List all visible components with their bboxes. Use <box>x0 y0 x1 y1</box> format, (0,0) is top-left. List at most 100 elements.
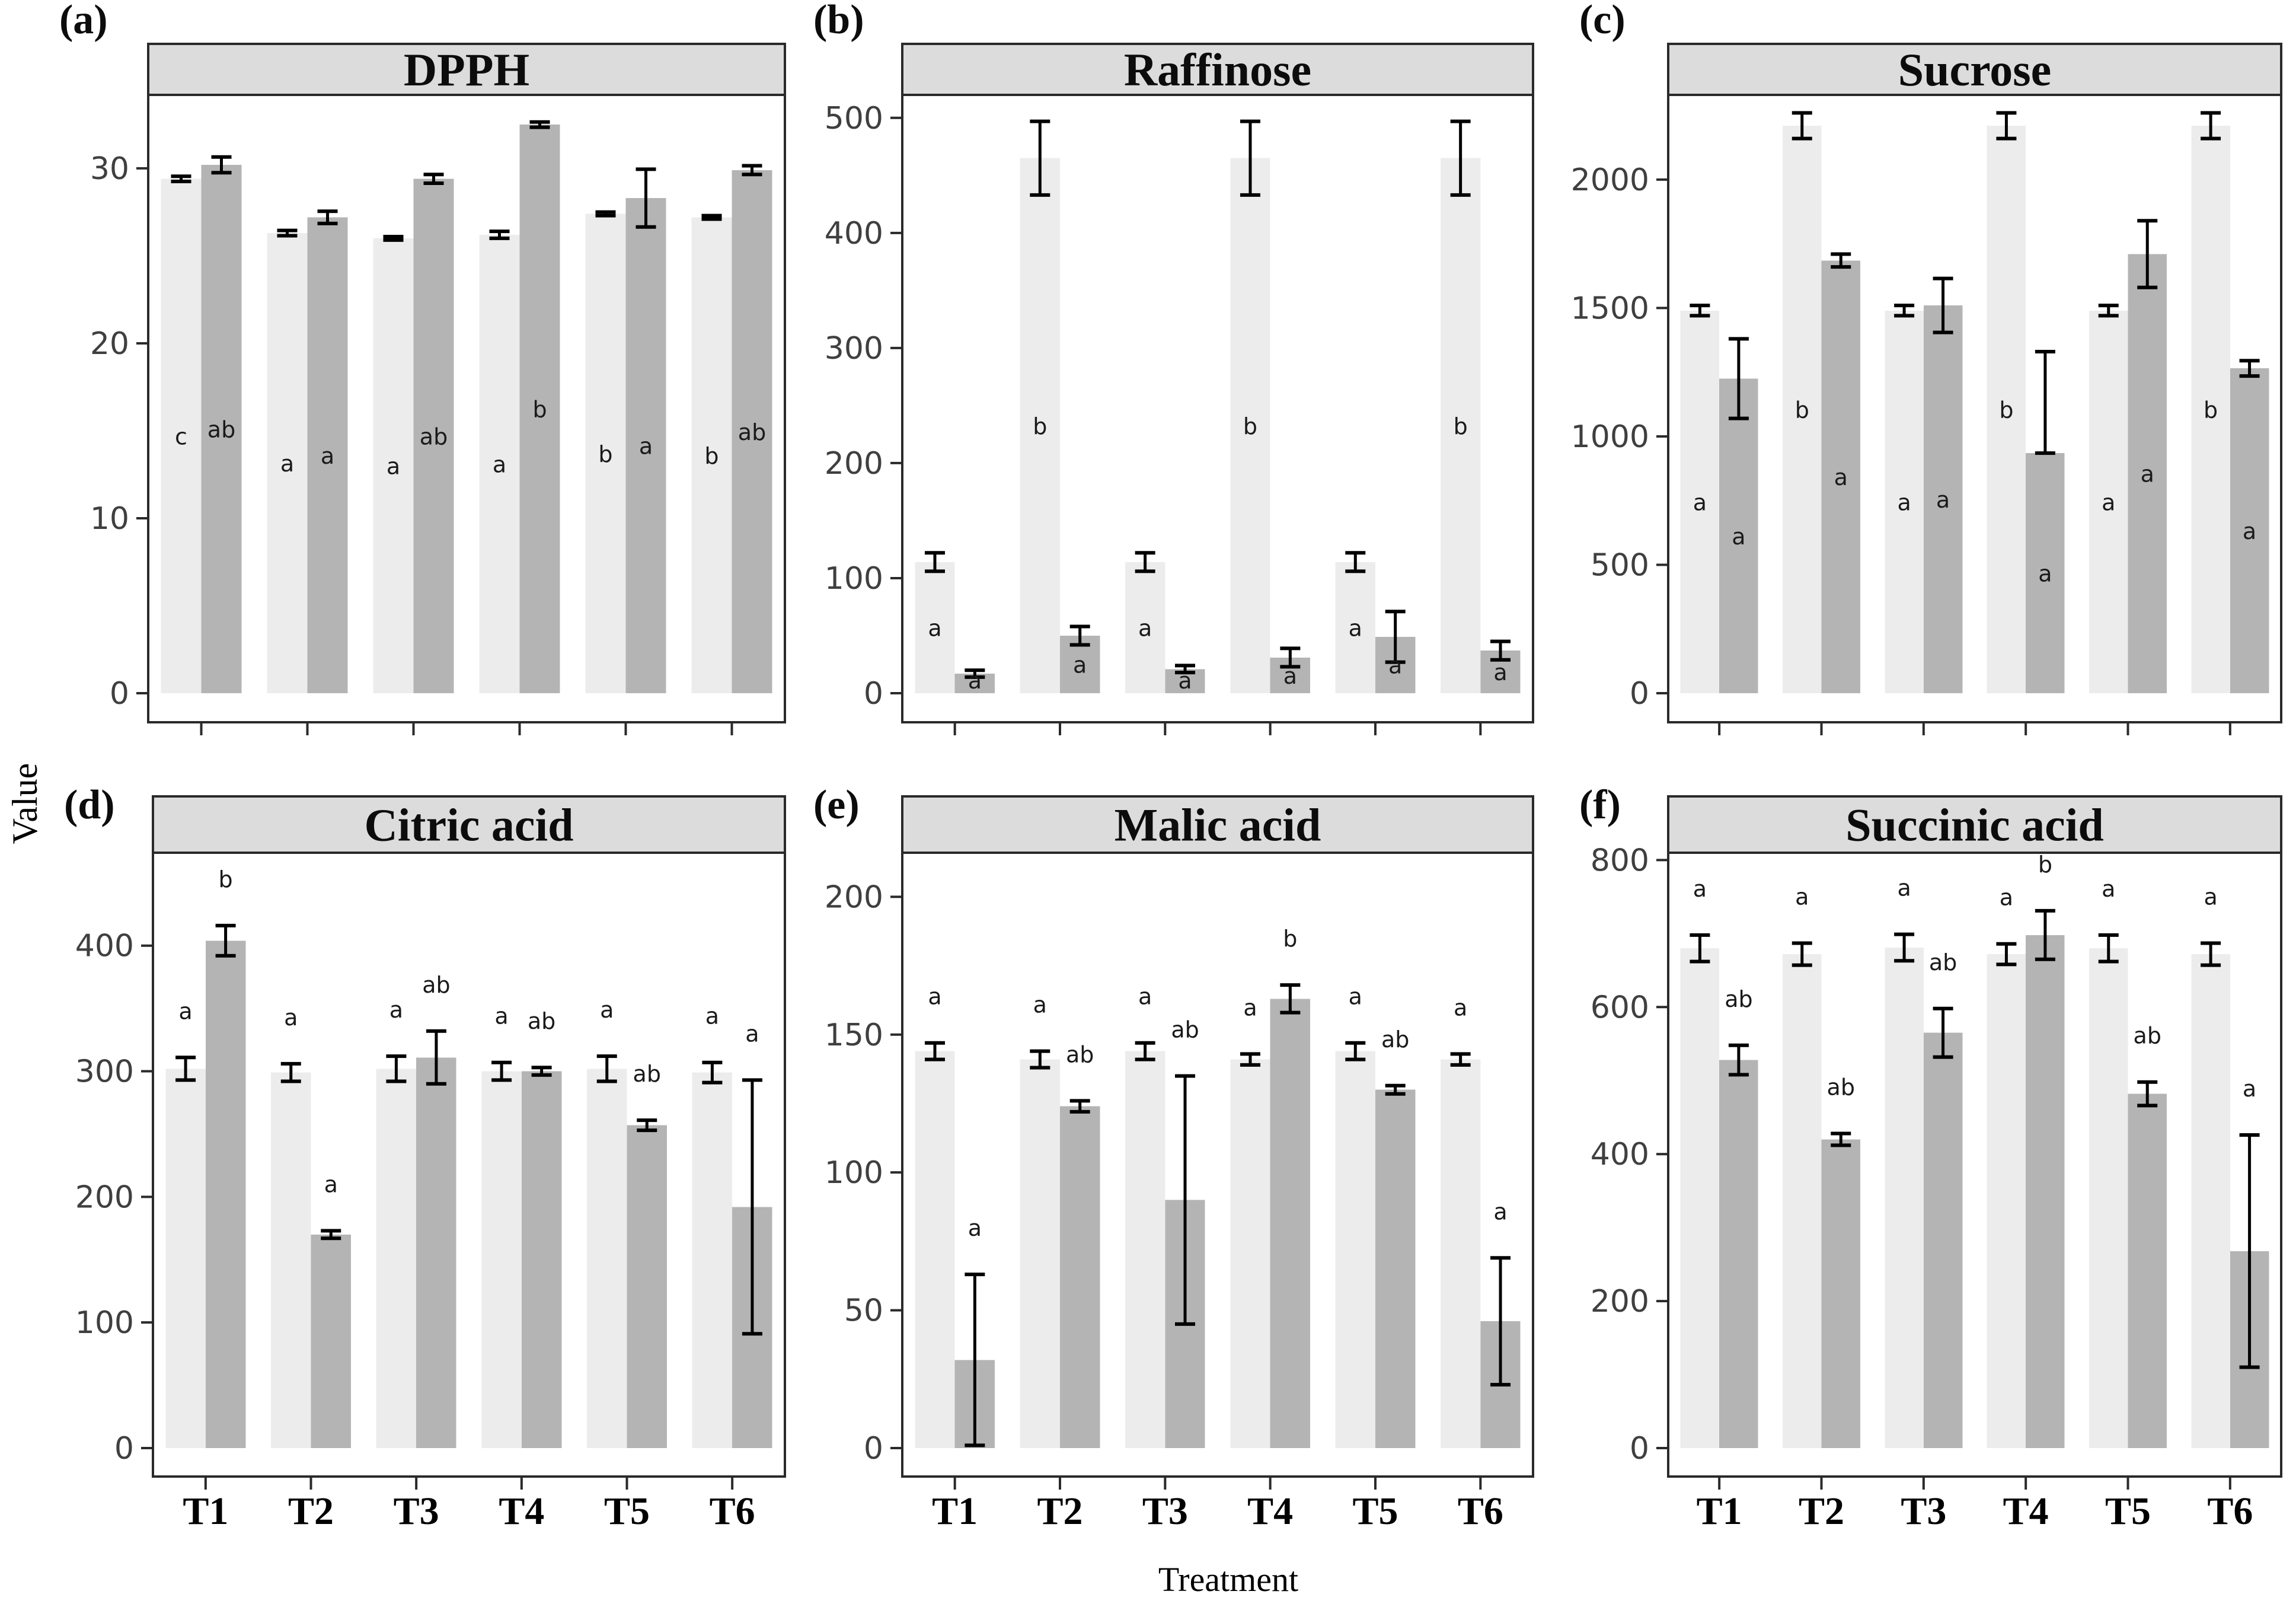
sig-letter: a <box>968 1215 982 1241</box>
sig-letter: b <box>1999 397 2013 423</box>
bar-dark-T3 <box>416 1057 456 1448</box>
sig-letter: ab <box>738 419 766 445</box>
sig-letter: a <box>600 997 614 1023</box>
sig-letter: a <box>2102 876 2115 902</box>
sig-letter: a <box>745 1021 759 1047</box>
sig-letter: b <box>2038 852 2052 878</box>
bar-dark-T4 <box>519 125 560 693</box>
bar-light-T3 <box>1885 947 1924 1448</box>
bar-light-T6 <box>1440 158 1481 693</box>
x-tick-label: T2 <box>1799 1490 1844 1533</box>
panel-tag: (b) <box>813 0 864 43</box>
bar-light-T2 <box>1020 1059 1060 1448</box>
sig-letter: a <box>928 615 941 641</box>
x-tick-label: T4 <box>2003 1490 2049 1533</box>
bar-light-T5 <box>2089 948 2128 1448</box>
sig-letter: a <box>1138 984 1152 1010</box>
sig-letter: a <box>2102 489 2115 515</box>
sig-letter: a <box>2000 885 2013 911</box>
bar-dark-T1 <box>201 165 242 693</box>
bar-dark-T5 <box>2128 1093 2167 1448</box>
plot-area <box>1668 853 2281 1477</box>
sig-letter: b <box>1454 413 1468 439</box>
strip-header <box>152 795 786 854</box>
bar-light-T1 <box>915 1051 955 1448</box>
bar-dark-T6 <box>2230 368 2269 693</box>
sig-letter: ab <box>2134 1023 2161 1049</box>
plot-area <box>153 853 785 1477</box>
strip-header <box>901 795 1534 854</box>
x-tick-label: T3 <box>394 1490 439 1533</box>
y-tick-label: 100 <box>825 1155 883 1191</box>
y-tick-label: 100 <box>75 1305 134 1341</box>
panel-border <box>901 94 1534 723</box>
y-tick-label: 0 <box>1630 676 1649 712</box>
panel-border <box>147 94 786 723</box>
x-tick-label: T5 <box>604 1490 650 1533</box>
bar-light-T4 <box>1987 125 2026 693</box>
bar-light-T4 <box>481 1071 522 1448</box>
sig-letter: ab <box>633 1061 661 1087</box>
y-tick-label: 1000 <box>1571 419 1649 455</box>
y-tick-label: 400 <box>825 216 883 251</box>
bar-dark-T2 <box>307 217 348 693</box>
bar-light-T2 <box>267 233 308 693</box>
panel-tag: (e) <box>813 789 860 828</box>
sig-letter: a <box>1732 524 1745 550</box>
sig-letter: a <box>1033 992 1047 1018</box>
sig-letter: b <box>1283 926 1297 952</box>
bar-light-T4 <box>1230 1059 1270 1448</box>
sig-letter: a <box>284 1005 298 1031</box>
x-tick-label: T4 <box>499 1490 544 1533</box>
bar-light-T6 <box>692 1072 733 1448</box>
bar-dark-T5 <box>627 1125 668 1448</box>
panel-title: Raffinose <box>1124 44 1311 95</box>
bar-dark-T5 <box>2128 254 2167 693</box>
sig-letter: a <box>1283 663 1297 689</box>
panel-border <box>1667 852 2282 1478</box>
y-tick-label: 800 <box>1591 843 1649 878</box>
sig-letter: ab <box>1171 1017 1199 1043</box>
bar-dark-T1 <box>205 940 246 1448</box>
sig-letter: a <box>1693 876 1707 902</box>
sig-letter: a <box>389 997 403 1023</box>
sig-letter: a <box>705 1003 719 1029</box>
panel-succinic-acid: (f) Succinic acid0200400600800T1aabT2aabT… <box>1579 789 2282 1533</box>
y-tick-label: 0 <box>864 1431 883 1466</box>
sig-letter: ab <box>1827 1074 1855 1100</box>
y-tick-label: 200 <box>1591 1284 1649 1319</box>
bar-light-T3 <box>1125 1051 1165 1448</box>
y-tick-label: 500 <box>825 101 883 136</box>
x-tick-label: T4 <box>1247 1490 1293 1533</box>
strip-header <box>147 43 786 96</box>
strip-header <box>1667 795 2282 854</box>
sig-letter: a <box>493 452 506 478</box>
bar-light-T1 <box>1680 310 1720 693</box>
y-tick-label: 10 <box>90 501 129 537</box>
panel-title: Malic acid <box>1115 799 1321 851</box>
x-tick-label: T5 <box>2105 1490 2151 1533</box>
bar-light-T5 <box>586 1069 627 1448</box>
sig-letter: ab <box>528 1008 555 1034</box>
plot-area <box>902 853 1533 1477</box>
panel-title: Succinic acid <box>1845 799 2104 851</box>
x-tick-label: T6 <box>710 1490 755 1533</box>
y-tick-label: 2000 <box>1571 162 1649 198</box>
bar-light-T6 <box>1440 1059 1481 1448</box>
sig-letter: a <box>928 984 941 1010</box>
bar-light-T4 <box>479 235 520 693</box>
x-tick-label: T3 <box>1901 1490 1946 1533</box>
sig-letter: a <box>1178 668 1192 694</box>
sig-letter: a <box>968 668 982 694</box>
sig-letter: b <box>1243 413 1257 439</box>
bar-light-T6 <box>2191 125 2230 693</box>
panel-citric-acid: (d) Citric acid0100200300400T1abT2aaT3aab… <box>64 789 786 1533</box>
bar-dark-T5 <box>625 198 666 693</box>
y-tick-label: 500 <box>1591 547 1649 583</box>
panel-title: Sucrose <box>1898 44 2052 95</box>
y-tick-label: 600 <box>1591 990 1649 1025</box>
sig-letter: a <box>1834 464 1848 490</box>
